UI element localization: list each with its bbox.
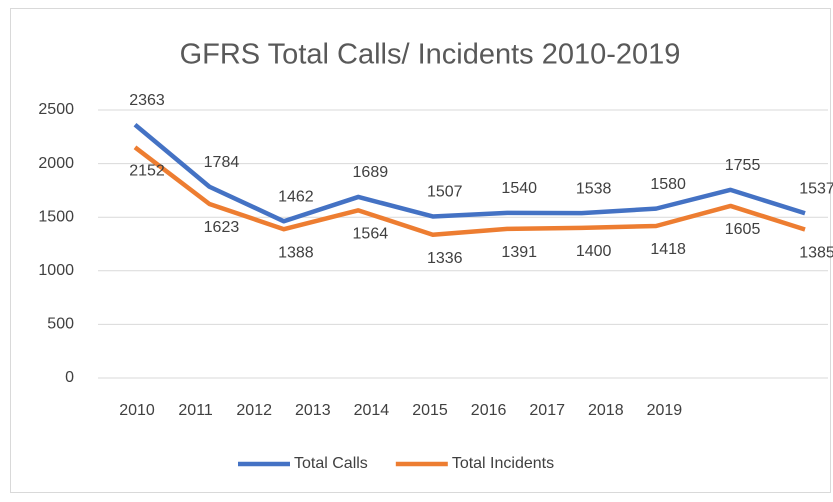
data-label: 1564 (353, 226, 389, 243)
legend-label: Total Calls (294, 455, 368, 472)
chart-title: GFRS Total Calls/ Incidents 2010-2019 (180, 39, 681, 71)
x-tick-label: 2016 (471, 402, 507, 419)
x-tick-label: 2013 (295, 402, 331, 419)
x-tick-label: 2011 (178, 402, 213, 419)
data-label: 1391 (501, 244, 537, 261)
data-label: 1418 (650, 241, 686, 258)
data-label: 2363 (129, 92, 165, 109)
y-tick-label: 0 (65, 369, 74, 386)
x-tick-label: 2015 (412, 402, 448, 419)
y-tick-label: 500 (47, 316, 74, 333)
x-tick-label: 2012 (236, 402, 272, 419)
data-label: 1755 (725, 157, 761, 174)
data-label: 1388 (278, 244, 314, 261)
y-tick-label: 2500 (38, 101, 74, 118)
legend-label: Total Incidents (452, 455, 554, 472)
data-label: 1623 (204, 219, 240, 236)
data-label: 1538 (576, 180, 612, 197)
data-label: 1689 (353, 164, 389, 181)
data-label: 1580 (650, 176, 686, 193)
data-label: 1385 (799, 245, 833, 262)
data-label: 1400 (576, 243, 612, 260)
y-tick-label: 1500 (38, 208, 74, 225)
y-tick-label: 1000 (38, 262, 74, 279)
x-tick-label: 2019 (647, 402, 683, 419)
data-label: 1784 (204, 154, 240, 171)
data-label: 1537 (799, 180, 833, 197)
x-tick-label: 2014 (354, 402, 390, 419)
data-label: 1462 (278, 188, 314, 205)
x-tick-label: 2010 (119, 402, 155, 419)
y-tick-label: 2000 (38, 155, 74, 172)
data-label: 1605 (725, 221, 761, 238)
chart-frame (10, 8, 831, 493)
series-line (133, 145, 806, 238)
data-label: 1540 (501, 180, 537, 197)
x-tick-label: 2018 (588, 402, 624, 419)
data-label: 1507 (427, 184, 463, 201)
data-label: 1336 (427, 250, 463, 267)
series-line (133, 122, 806, 224)
x-tick-label: 2017 (529, 402, 565, 419)
data-label: 2152 (129, 163, 165, 180)
